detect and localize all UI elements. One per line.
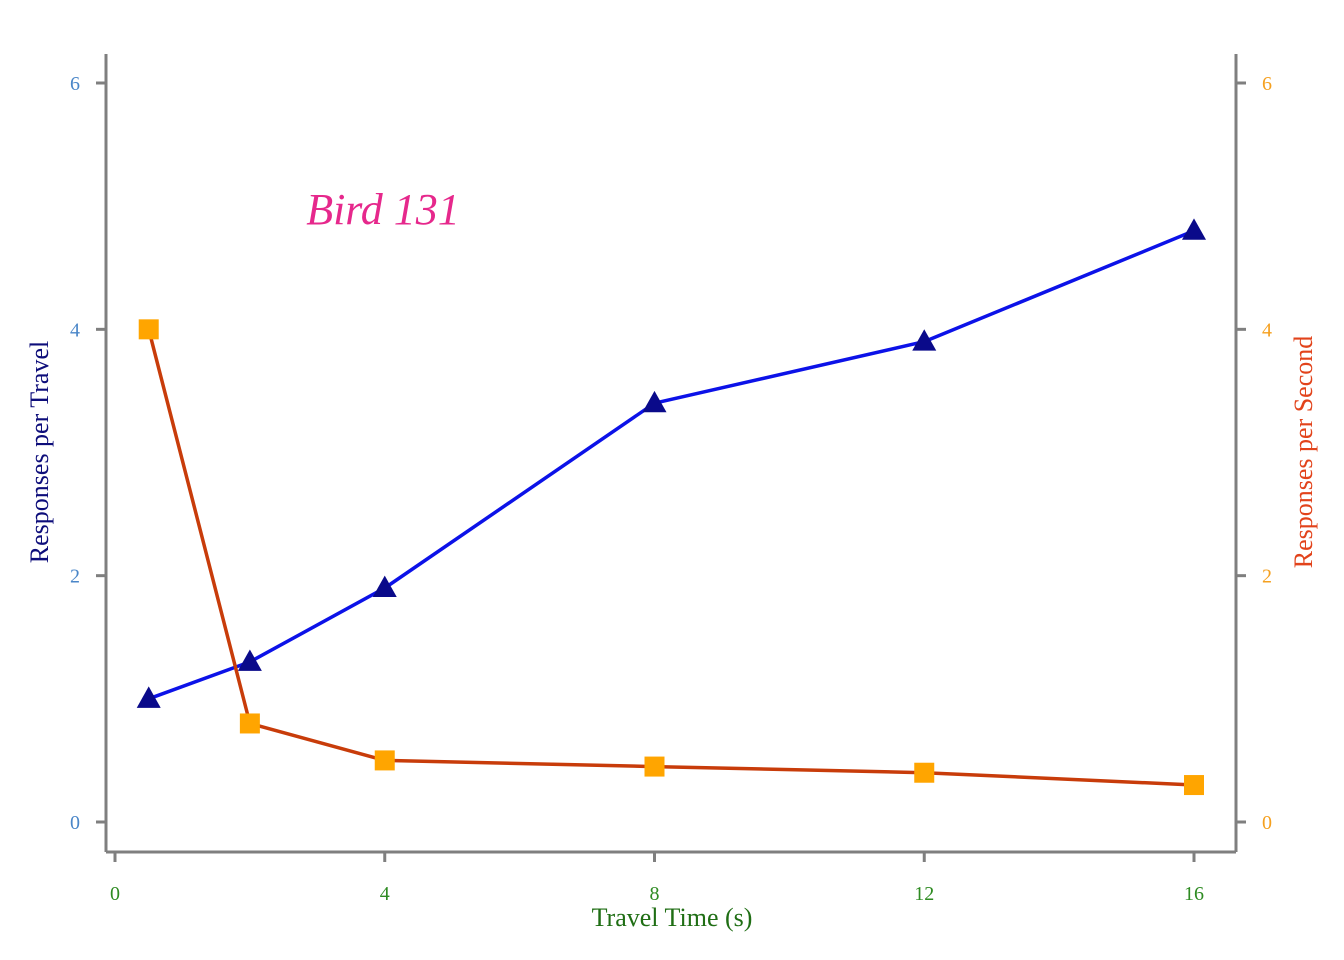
axes: 0 4 8 12 16 0 2 4 6 0 2 4 6 <box>70 54 1272 905</box>
x-tick-label: 4 <box>380 883 390 905</box>
left-y-tick-label: 6 <box>70 73 80 95</box>
series-2-point <box>914 762 935 783</box>
series-1-point <box>136 686 161 708</box>
series-2-line <box>147 328 1195 787</box>
chart-annotation: Bird 131 <box>306 185 460 234</box>
series-2-point <box>644 756 665 777</box>
right-y-axis-title: Responses per Second <box>1289 336 1318 569</box>
right-y-tick-label: 2 <box>1262 566 1272 588</box>
series-layer <box>136 218 1206 796</box>
series-1-point <box>642 390 667 413</box>
series-2-point <box>138 319 159 340</box>
left-y-tick-label: 0 <box>70 812 80 834</box>
left-y-tick-label: 4 <box>70 319 80 341</box>
x-tick-label: 8 <box>650 883 660 905</box>
series-1-point <box>1182 218 1206 240</box>
series-2-point <box>239 713 260 734</box>
x-tick-label: 0 <box>110 883 120 905</box>
x-tick-label: 16 <box>1184 883 1204 905</box>
right-y-tick-label: 6 <box>1262 73 1272 95</box>
series-1-point <box>372 575 397 597</box>
series-1-point <box>912 329 937 351</box>
series-1-point <box>237 649 262 671</box>
series-1-line <box>148 229 1195 701</box>
x-axis-title: Travel Time (s) <box>592 903 753 932</box>
right-y-tick-label: 0 <box>1262 812 1272 834</box>
left-y-tick-label: 2 <box>70 566 80 588</box>
left-y-axis-title: Responses per Travel <box>25 341 54 563</box>
series-2-point <box>374 750 395 771</box>
x-tick-label: 12 <box>914 883 934 905</box>
right-y-tick-label: 4 <box>1262 319 1272 341</box>
series-2-point <box>1184 775 1204 796</box>
